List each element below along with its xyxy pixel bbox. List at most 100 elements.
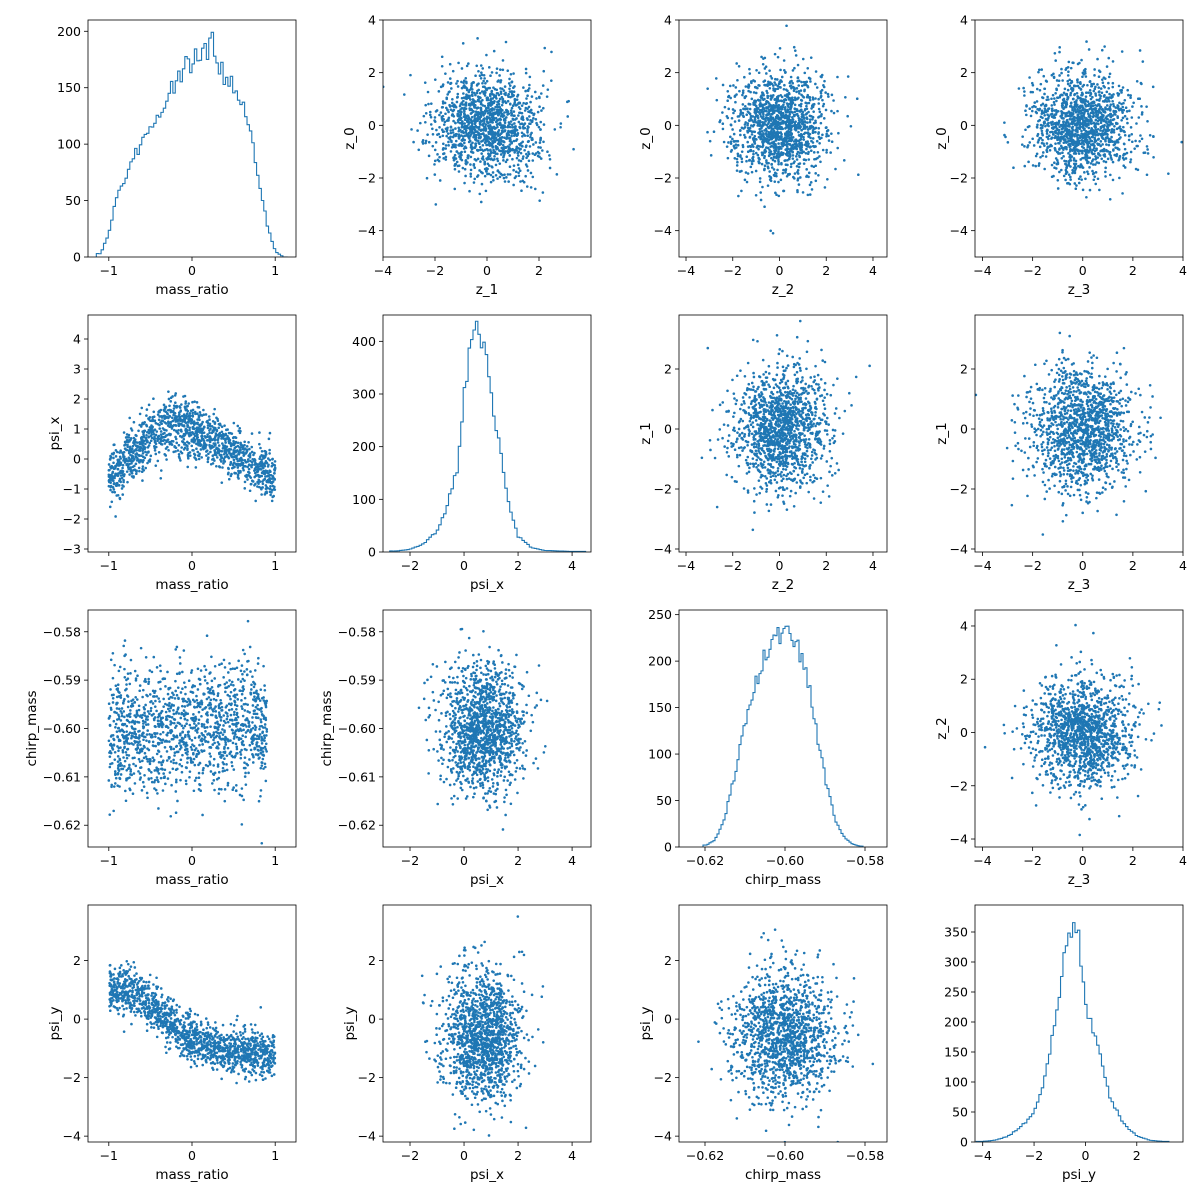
scatter-point	[550, 50, 553, 54]
scatter-point	[1050, 109, 1054, 113]
scatter-point	[802, 158, 806, 161]
scatter-point	[548, 157, 552, 161]
scatter-point	[744, 171, 748, 174]
scatter-point	[751, 145, 755, 148]
scatter-point	[472, 103, 475, 107]
scatter-point	[752, 103, 755, 106]
scatter-point	[1082, 99, 1086, 102]
scatter-point	[1120, 108, 1124, 112]
scatter-point	[1074, 101, 1078, 104]
scatter-point	[513, 118, 517, 121]
scatter-point	[808, 193, 812, 196]
scatter-point	[731, 137, 734, 141]
scatter-point	[771, 110, 775, 113]
scatter-point	[1151, 85, 1155, 89]
scatter-point	[1070, 86, 1074, 90]
scatter-point	[517, 174, 521, 178]
scatter-point	[476, 89, 479, 93]
scatter-point	[257, 478, 261, 482]
scatter-point	[222, 462, 225, 465]
scatter-point	[764, 65, 768, 68]
scatter-point	[487, 164, 491, 167]
scatter-point	[463, 109, 466, 113]
scatter-point	[463, 122, 466, 125]
scatter-point	[762, 107, 766, 111]
scatter-point	[458, 114, 461, 118]
scatter-point	[1072, 109, 1075, 113]
scatter-point	[797, 125, 801, 128]
scatter-point	[1020, 143, 1024, 146]
scatter-point	[441, 83, 445, 86]
scatter-point	[1121, 116, 1125, 120]
scatter-point	[761, 92, 765, 95]
scatter-point	[1103, 45, 1106, 48]
scatter-point	[785, 141, 789, 144]
scatter-point	[490, 128, 494, 132]
scatter-point	[490, 90, 493, 94]
scatter-point	[528, 75, 532, 79]
scatter-point	[466, 156, 470, 159]
scatter-point	[1068, 155, 1071, 158]
scatter-point	[503, 121, 507, 125]
scatter-point	[1066, 88, 1070, 92]
scatter-point	[467, 154, 470, 157]
scatter-point	[809, 56, 813, 59]
scatter-point	[1069, 178, 1072, 181]
scatter-point	[808, 125, 812, 128]
scatter-point	[761, 62, 765, 66]
scatter-point	[1065, 171, 1069, 174]
scatter-point	[1091, 135, 1094, 139]
scatter-point	[519, 180, 522, 183]
scatter-point	[810, 107, 813, 110]
scatter-point	[1111, 114, 1114, 117]
scatter-point	[1064, 122, 1068, 125]
scatter-point	[489, 173, 493, 177]
scatter-point	[846, 75, 850, 78]
scatter-point	[754, 151, 758, 155]
y-tick-label: 4	[664, 13, 672, 28]
scatter-point	[1121, 192, 1124, 195]
scatter-point	[484, 189, 488, 193]
scatter-point	[422, 114, 426, 118]
scatter-point	[169, 396, 173, 400]
scatter-point	[741, 111, 745, 115]
scatter-point	[1045, 142, 1049, 145]
scatter-point	[113, 467, 117, 470]
scatter-point	[206, 433, 209, 436]
scatter-point	[243, 480, 247, 484]
scatter-point	[746, 145, 750, 148]
scatter-point	[472, 164, 476, 167]
scatter-point	[1098, 109, 1101, 113]
scatter-point	[437, 90, 441, 93]
scatter-point	[476, 37, 479, 40]
scatter-point	[457, 137, 461, 140]
scatter-point	[807, 142, 810, 146]
scatter-point	[511, 147, 514, 151]
scatter-point	[1099, 149, 1102, 153]
scatter-point	[1127, 93, 1130, 97]
scatter-point	[476, 174, 480, 177]
scatter-point	[800, 112, 804, 116]
scatter-point	[783, 68, 786, 72]
scatter-point	[1087, 123, 1090, 127]
scatter-point	[461, 139, 464, 142]
scatter-point	[1036, 134, 1039, 138]
scatter-point	[1060, 168, 1063, 172]
scatter-point	[789, 75, 793, 79]
scatter-point	[487, 116, 490, 119]
scatter-point	[526, 94, 529, 98]
scatter-point	[1140, 111, 1144, 114]
scatter-point	[830, 93, 834, 97]
scatter-point	[403, 93, 406, 96]
scatter-point	[776, 146, 780, 149]
scatter-point	[1030, 109, 1034, 113]
scatter-point	[747, 111, 751, 115]
scatter-point	[1132, 101, 1135, 105]
scatter-point	[735, 164, 739, 167]
scatter-point	[463, 113, 467, 117]
scatter-point	[522, 180, 526, 184]
scatter-point	[1082, 83, 1086, 87]
scatter-point	[798, 138, 802, 142]
scatter-point	[1067, 70, 1070, 73]
scatter-point	[779, 153, 783, 157]
